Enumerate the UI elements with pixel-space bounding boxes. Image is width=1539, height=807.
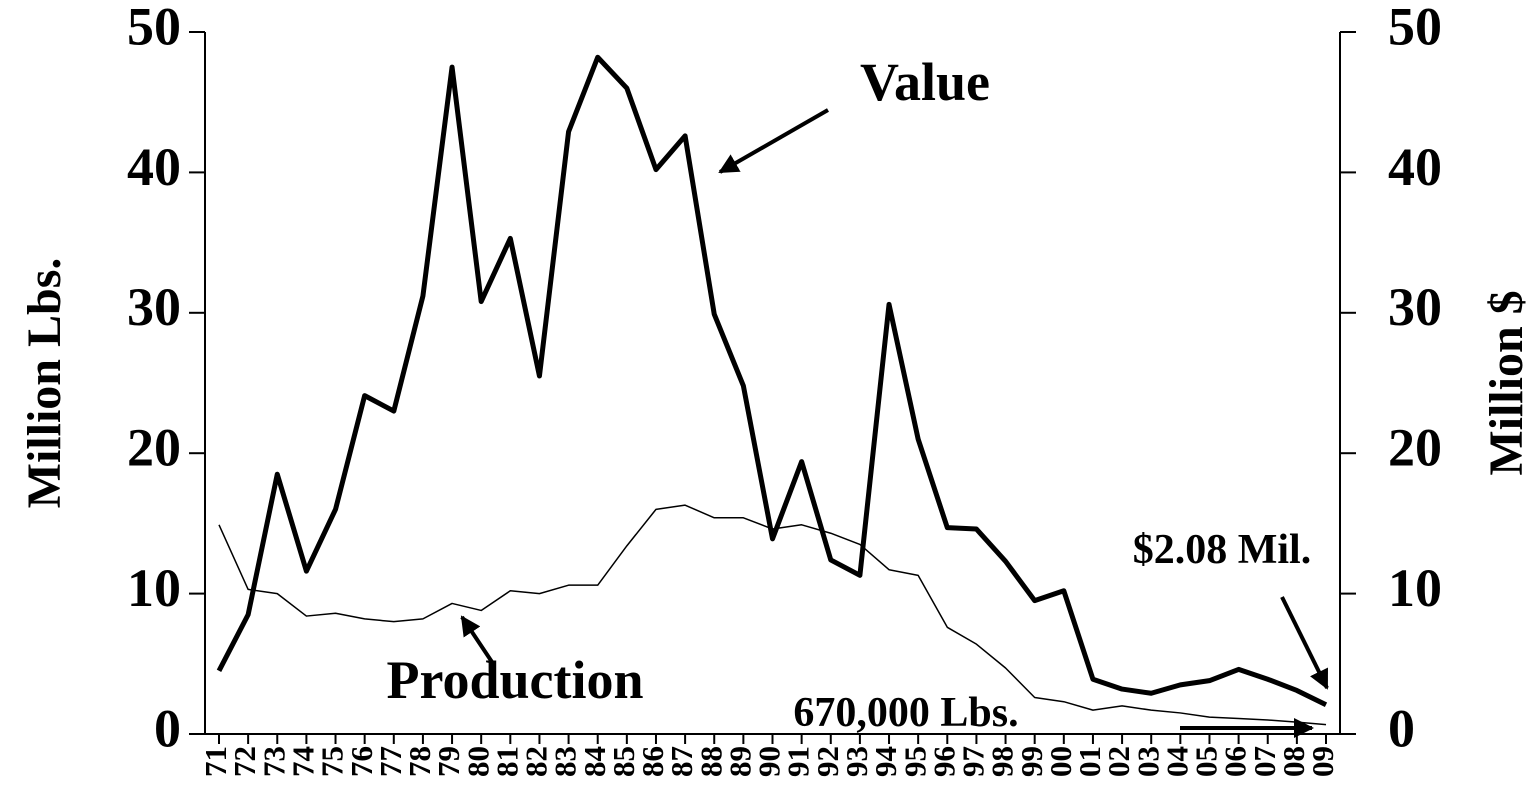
- y2-axis-title: Million $: [1480, 290, 1533, 475]
- x-tick-label: 99: [1014, 746, 1049, 777]
- series-line: [216, 54, 1328, 708]
- x-tick-label: 93: [839, 746, 874, 777]
- x-tick-label: 80: [460, 746, 495, 777]
- x-tick-label: 06: [1218, 746, 1253, 777]
- x-tick-label: 86: [635, 746, 670, 777]
- y-tick-label: 20: [127, 418, 181, 478]
- x-tick-label: 91: [781, 746, 816, 777]
- x-tick-label: 90: [752, 746, 787, 777]
- annotation: Value: [860, 52, 990, 112]
- x-tick-label: 78: [402, 746, 437, 777]
- x-tick-label: 94: [868, 746, 903, 777]
- x-tick-label: 95: [897, 746, 932, 777]
- x-tick-label: 74: [286, 746, 321, 777]
- x-tick-label: 88: [693, 746, 728, 777]
- x-tick-label: 83: [548, 746, 583, 777]
- y-tick-label: 10: [127, 558, 181, 618]
- annotation-arrow: [460, 615, 494, 664]
- x-tick-label: 89: [722, 746, 757, 777]
- x-tick-label: 87: [664, 746, 699, 777]
- x-tick-label: 96: [926, 746, 961, 777]
- x-tick-label: 01: [1072, 746, 1107, 777]
- x-tick-label: 73: [256, 746, 291, 777]
- x-tick-label: 03: [1130, 746, 1165, 777]
- y2-tick-label: 40: [1388, 137, 1442, 197]
- y-tick-label: 50: [127, 0, 181, 56]
- x-tick-label: 82: [519, 746, 554, 777]
- y2-tick-label: 10: [1388, 558, 1442, 618]
- x-tick-label: 84: [577, 746, 612, 777]
- x-tick-label: 98: [985, 746, 1020, 777]
- x-tick-label: 04: [1159, 746, 1194, 777]
- x-tick-label: 92: [810, 746, 845, 777]
- annotation-arrow: [1280, 596, 1329, 690]
- y2-tick-label: 50: [1388, 0, 1442, 56]
- x-tick-label: 77: [373, 746, 408, 777]
- annotation: $2.08 Mil.: [1133, 527, 1311, 573]
- x-tick-label: 75: [315, 746, 350, 777]
- x-tick-label: 02: [1101, 746, 1136, 777]
- y2-tick-label: 0: [1388, 698, 1415, 758]
- x-tick-label: 08: [1276, 746, 1311, 777]
- x-tick-label: 71: [198, 746, 233, 777]
- x-tick-label: 05: [1189, 746, 1224, 777]
- x-tick-label: 85: [606, 746, 641, 777]
- x-tick-label: 00: [1043, 746, 1078, 777]
- x-tick-label: 79: [431, 746, 466, 777]
- y2-tick-label: 20: [1388, 418, 1442, 478]
- x-tick-label: 76: [344, 746, 379, 777]
- annotation-arrow: [718, 108, 829, 174]
- annotation: Production: [386, 650, 643, 710]
- y-axis-title: Million Lbs.: [18, 258, 71, 509]
- y2-tick-label: 30: [1388, 277, 1442, 337]
- annotation: 670,000 Lbs.: [793, 690, 1018, 736]
- x-tick-label: 72: [227, 746, 262, 777]
- y-tick-label: 0: [154, 698, 181, 758]
- y-tick-label: 40: [127, 137, 181, 197]
- x-tick-label: 81: [489, 746, 524, 777]
- x-tick-label: 09: [1305, 746, 1340, 777]
- x-tick-label: 07: [1247, 746, 1282, 777]
- y-tick-label: 30: [127, 277, 181, 337]
- x-tick-label: 97: [956, 746, 991, 777]
